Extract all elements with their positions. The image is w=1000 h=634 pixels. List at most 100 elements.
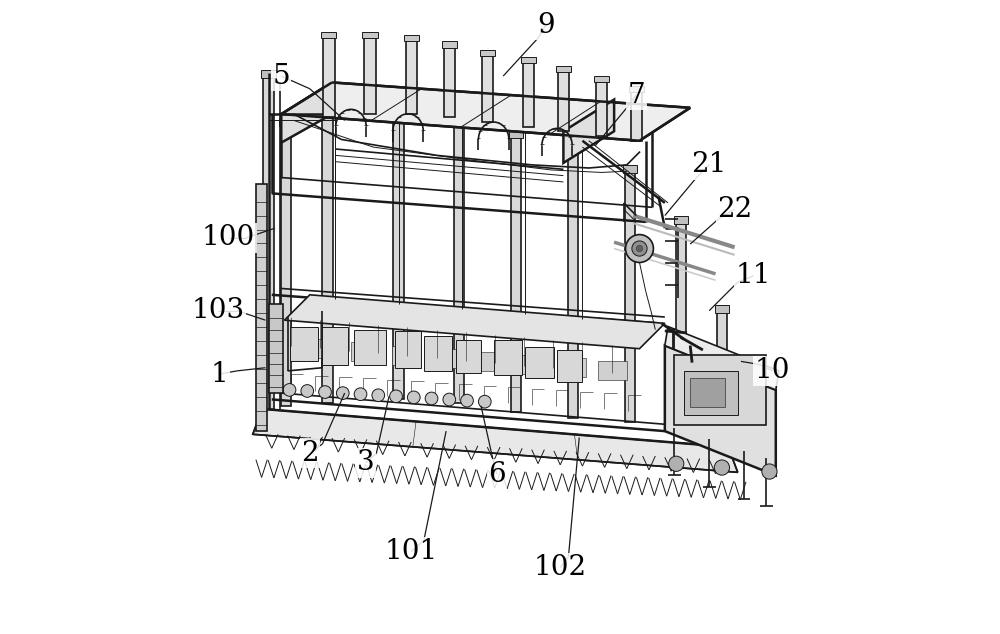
Text: 103: 103 <box>191 297 244 324</box>
Circle shape <box>626 235 653 262</box>
Circle shape <box>354 388 367 401</box>
Bar <box>392 105 406 113</box>
Polygon shape <box>563 100 614 163</box>
Bar <box>281 120 291 406</box>
Bar <box>256 184 267 431</box>
Bar <box>433 349 462 368</box>
Bar <box>594 76 609 82</box>
Bar <box>444 44 455 117</box>
Bar <box>321 32 336 38</box>
Bar <box>362 32 378 38</box>
Polygon shape <box>665 346 776 476</box>
Bar <box>684 371 738 415</box>
Bar <box>404 35 419 41</box>
Bar <box>406 38 417 114</box>
Bar <box>392 346 421 365</box>
Bar <box>690 378 725 407</box>
Circle shape <box>336 387 349 399</box>
Bar <box>354 330 386 365</box>
Bar <box>629 86 644 92</box>
Text: 2: 2 <box>301 440 319 467</box>
Circle shape <box>283 384 296 396</box>
Circle shape <box>478 396 491 408</box>
Bar <box>322 327 348 365</box>
Bar <box>558 69 569 131</box>
Bar <box>521 57 536 63</box>
Bar <box>717 307 727 447</box>
Text: 9: 9 <box>537 12 554 39</box>
Bar <box>525 347 554 378</box>
Bar <box>556 66 571 72</box>
Circle shape <box>319 385 331 398</box>
Bar <box>456 340 481 373</box>
Bar <box>568 146 578 418</box>
Bar <box>516 355 544 374</box>
Bar <box>557 358 586 377</box>
Text: 101: 101 <box>385 538 438 565</box>
Circle shape <box>762 464 777 479</box>
Text: 102: 102 <box>534 554 587 581</box>
Bar <box>623 165 637 173</box>
Circle shape <box>390 390 402 403</box>
Bar <box>566 143 580 151</box>
Polygon shape <box>281 82 332 143</box>
Polygon shape <box>281 82 690 141</box>
Bar <box>290 327 318 361</box>
Bar <box>509 131 523 138</box>
Bar <box>310 339 338 358</box>
Circle shape <box>443 393 456 406</box>
Bar <box>480 50 495 56</box>
Bar <box>351 342 380 361</box>
Bar <box>442 41 457 48</box>
Bar <box>674 216 688 224</box>
Text: 100: 100 <box>202 224 255 251</box>
Bar <box>261 70 276 78</box>
Bar <box>631 89 642 141</box>
Circle shape <box>425 392 438 404</box>
Text: 7: 7 <box>627 82 645 108</box>
Circle shape <box>301 385 314 398</box>
Text: 21: 21 <box>692 152 727 178</box>
Circle shape <box>636 245 643 252</box>
Text: 5: 5 <box>272 63 290 89</box>
Circle shape <box>714 460 730 476</box>
Text: 3: 3 <box>357 450 374 476</box>
Bar <box>511 133 521 412</box>
Bar <box>424 336 452 371</box>
Bar <box>475 352 503 371</box>
Bar <box>323 35 335 117</box>
Polygon shape <box>665 327 779 390</box>
Text: 11: 11 <box>736 262 771 289</box>
Bar <box>482 53 493 122</box>
Bar <box>454 117 464 403</box>
Bar <box>395 331 421 368</box>
Circle shape <box>461 394 473 407</box>
Bar <box>263 73 274 409</box>
Bar <box>674 355 766 425</box>
Bar <box>393 108 404 399</box>
Bar <box>452 115 466 122</box>
Bar <box>269 304 283 393</box>
Bar <box>598 361 627 380</box>
Circle shape <box>407 391 420 404</box>
Bar <box>364 35 376 114</box>
Bar <box>279 118 293 126</box>
Text: 10: 10 <box>755 358 790 384</box>
Bar <box>557 350 582 382</box>
Bar <box>321 108 335 116</box>
Text: 22: 22 <box>717 196 752 223</box>
Bar <box>523 60 534 127</box>
Circle shape <box>632 241 647 256</box>
Bar <box>596 79 607 136</box>
Bar <box>625 168 635 422</box>
Circle shape <box>669 456 684 472</box>
Bar <box>676 219 686 434</box>
Polygon shape <box>253 409 738 472</box>
Text: 6: 6 <box>488 461 506 488</box>
Circle shape <box>372 389 385 401</box>
Bar <box>494 340 522 375</box>
Bar <box>715 305 729 313</box>
Text: 1: 1 <box>211 361 229 387</box>
Polygon shape <box>284 295 665 349</box>
Bar <box>322 111 333 403</box>
